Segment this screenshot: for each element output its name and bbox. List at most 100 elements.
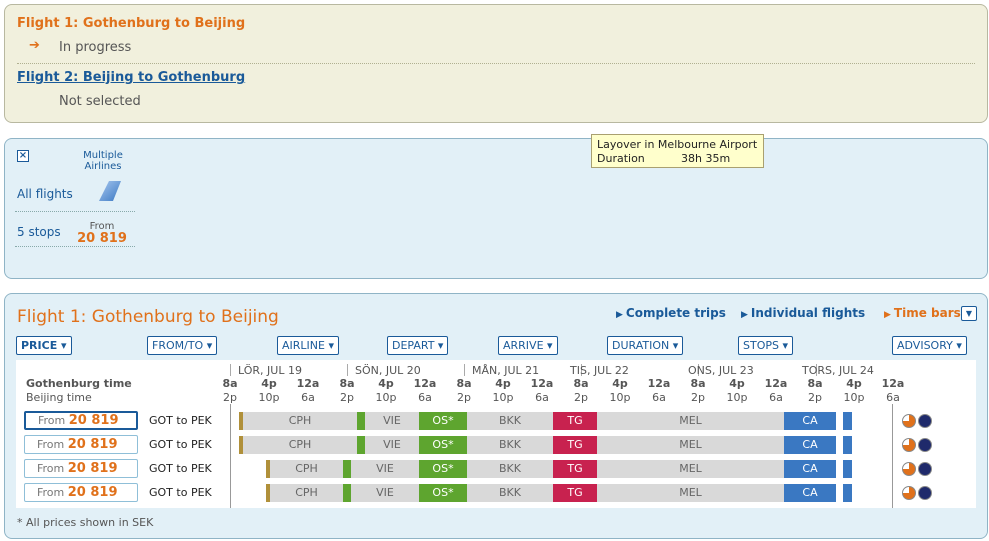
divider xyxy=(15,211,135,212)
flight-bar[interactable] xyxy=(843,484,852,502)
sort-airline-button[interactable]: AIRLINE ▾ xyxy=(277,336,339,355)
segment-gray[interactable]: MEL xyxy=(597,412,784,430)
route-label: GOT to PEK xyxy=(149,462,212,475)
segment-gray[interactable]: CPH xyxy=(243,436,357,454)
price-value: 20 819 xyxy=(68,413,119,428)
segment-gray[interactable]: VIE xyxy=(351,460,419,478)
stops-filter[interactable]: 5 stops xyxy=(17,225,61,239)
tick-label: 12a xyxy=(647,377,671,390)
segment-blue[interactable]: CA xyxy=(784,412,836,430)
day-header: ONS, JUL 23 xyxy=(688,364,754,377)
grid-line xyxy=(230,404,231,508)
price-button[interactable]: From 20 819 xyxy=(24,411,138,430)
segment-gray[interactable]: MEL xyxy=(597,436,784,454)
sort-stops-button[interactable]: STOPS ▾ xyxy=(738,336,794,355)
segment-blue[interactable]: CA xyxy=(784,460,836,478)
tick-label: 8a xyxy=(807,377,823,390)
sort-duration-button[interactable]: DURATION ▾ xyxy=(607,336,684,355)
flight-bar[interactable] xyxy=(343,484,351,502)
flight-bar[interactable] xyxy=(239,412,243,430)
overnight-advisory-icon[interactable] xyxy=(918,438,932,452)
flight-bar[interactable] xyxy=(239,436,243,454)
segment-red[interactable]: TG xyxy=(553,460,597,478)
price-button[interactable]: From 20 819 xyxy=(24,483,138,502)
flight-bar[interactable] xyxy=(266,460,270,478)
segment-gray[interactable]: MEL xyxy=(597,460,784,478)
triangle-right-icon: ▶ xyxy=(741,310,748,320)
day-separator xyxy=(230,364,231,376)
segment-green[interactable]: OS* xyxy=(419,412,467,430)
from-label: From xyxy=(37,486,65,499)
tick-label: 2p xyxy=(574,391,588,404)
time-bars-label: Time bars xyxy=(893,306,961,320)
from-label: From xyxy=(37,438,65,451)
segment-gray[interactable]: BKK xyxy=(467,460,553,478)
tick-label: 6a xyxy=(886,391,900,404)
overnight-advisory-icon[interactable] xyxy=(918,486,932,500)
tick-label: 2p xyxy=(457,391,471,404)
segment-green[interactable]: OS* xyxy=(419,484,467,502)
individual-flights-link[interactable]: ▶ Individual flights xyxy=(741,306,865,320)
daytime-advisory-icon[interactable] xyxy=(902,438,916,452)
from-price[interactable]: 20 819 xyxy=(77,231,127,246)
price-button[interactable]: From 20 819 xyxy=(24,435,138,454)
tick-label: 8a xyxy=(339,377,355,390)
time-bars-link[interactable]: ▶ Time bars xyxy=(884,306,961,320)
sort-advisory-button[interactable]: ADVISORY ▾ xyxy=(892,336,967,355)
segment-gray[interactable]: MEL xyxy=(597,484,784,502)
gothenburg-time-label: Gothenburg time xyxy=(26,377,132,390)
price-button[interactable]: From 20 819 xyxy=(24,459,138,478)
filter-panel: × Multiple Airlines All flights 5 stops … xyxy=(4,138,988,279)
tick-label: 4p xyxy=(846,377,862,390)
tick-label: 10p xyxy=(843,391,865,404)
tick-label: 12a xyxy=(530,377,554,390)
complete-trips-label: Complete trips xyxy=(625,306,726,320)
segment-gray[interactable]: VIE xyxy=(365,436,419,454)
flight2-status: Not selected xyxy=(59,94,141,109)
flight2-link[interactable]: Flight 2: Beijing to Gothenburg xyxy=(17,70,246,85)
overnight-advisory-icon[interactable] xyxy=(918,462,932,476)
chevron-down-icon[interactable]: ▼ xyxy=(961,306,977,321)
sort-arrive-button[interactable]: ARRIVE ▾ xyxy=(498,336,558,355)
segment-gray[interactable]: BKK xyxy=(467,436,553,454)
segment-gray[interactable]: BKK xyxy=(467,484,553,502)
daytime-advisory-icon[interactable] xyxy=(902,486,916,500)
tick-label: 10p xyxy=(726,391,748,404)
day-separator xyxy=(698,364,699,376)
segment-blue[interactable]: CA xyxy=(784,484,836,502)
segment-gray[interactable]: BKK xyxy=(467,412,553,430)
complete-trips-link[interactable]: ▶ Complete trips xyxy=(616,306,726,320)
daytime-advisory-icon[interactable] xyxy=(902,462,916,476)
overnight-advisory-icon[interactable] xyxy=(918,414,932,428)
tick-label: 12a xyxy=(296,377,320,390)
segment-gray[interactable]: VIE xyxy=(365,412,419,430)
flight-bar[interactable] xyxy=(843,412,852,430)
flight-bar[interactable] xyxy=(843,436,852,454)
segment-blue[interactable]: CA xyxy=(784,436,836,454)
sort-from-to-button[interactable]: FROM/TO ▾ xyxy=(147,336,218,355)
close-icon[interactable]: × xyxy=(17,150,29,162)
flight-bar[interactable] xyxy=(357,412,365,430)
grid-line xyxy=(892,404,893,508)
segment-red[interactable]: TG xyxy=(553,484,597,502)
segment-red[interactable]: TG xyxy=(553,436,597,454)
segment-gray[interactable]: CPH xyxy=(270,460,343,478)
segment-gray[interactable]: CPH xyxy=(270,484,343,502)
flight-bar[interactable] xyxy=(266,484,270,502)
segment-red[interactable]: TG xyxy=(553,412,597,430)
all-flights-label[interactable]: All flights xyxy=(17,187,73,201)
sort-arrive-label: ARRIVE xyxy=(503,339,544,352)
flight-bar[interactable] xyxy=(357,436,365,454)
segment-gray[interactable]: CPH xyxy=(243,412,357,430)
flight-bar[interactable] xyxy=(343,460,351,478)
segment-green[interactable]: OS* xyxy=(419,460,467,478)
flight-bar[interactable] xyxy=(843,460,852,478)
segment-gray[interactable]: VIE xyxy=(351,484,419,502)
layover-tooltip: Layover in Melbourne Airport Duration 38h… xyxy=(591,134,764,168)
daytime-advisory-icon[interactable] xyxy=(902,414,916,428)
tick-label: 4p xyxy=(495,377,511,390)
segment-green[interactable]: OS* xyxy=(419,436,467,454)
price-value: 20 819 xyxy=(67,437,118,452)
sort-depart-button[interactable]: DEPART ▾ xyxy=(387,336,449,355)
sort-price-button[interactable]: PRICE ▾ xyxy=(16,336,72,355)
